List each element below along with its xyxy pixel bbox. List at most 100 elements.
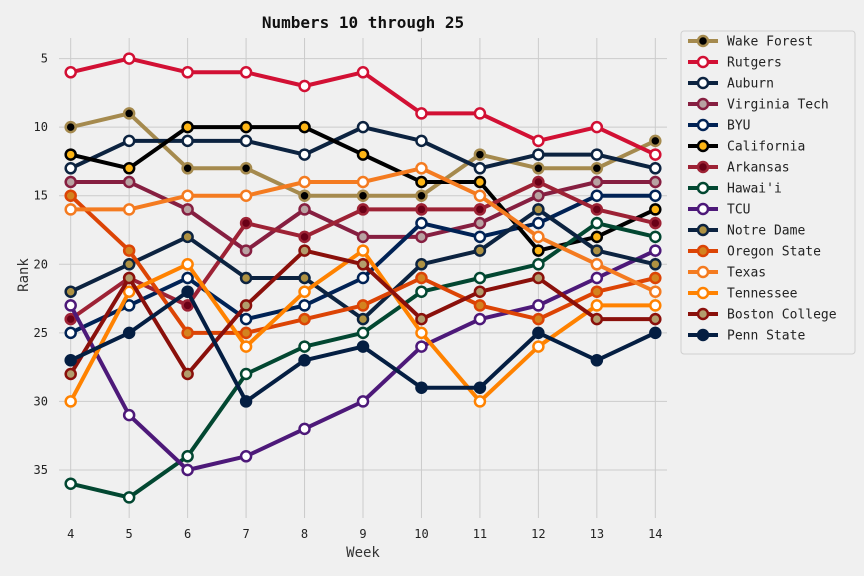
legend-frame: [680, 30, 856, 355]
legend-label: Arkansas: [727, 161, 790, 176]
x-tick-label: 11: [473, 527, 487, 541]
data-point: [64, 299, 77, 312]
y-tick-label: 15: [34, 189, 48, 203]
data-point: [473, 395, 487, 408]
data-point: [122, 285, 136, 298]
data-point: [64, 203, 77, 216]
tick-labels: 4 5 6 7 8 9 10 11 12 13 14 5 10 15 20 25 30 35: [34, 52, 663, 541]
data-point: [356, 326, 370, 340]
data-point: [415, 271, 428, 285]
series-notre-dame: [64, 203, 662, 326]
data-point: [590, 230, 604, 244]
data-point: [122, 244, 136, 257]
data-point: [181, 463, 194, 477]
data-point: [181, 285, 194, 298]
data-point: [356, 340, 370, 353]
data-point: [415, 326, 428, 340]
data-point: [356, 271, 370, 285]
data-point: [122, 175, 136, 189]
data-point: [649, 258, 662, 271]
y-tick-label: 25: [34, 326, 48, 340]
data-point: [64, 120, 77, 134]
data-point: [122, 107, 136, 120]
data-point: [415, 340, 428, 353]
legend-label: Texas: [727, 266, 766, 281]
data-point: [356, 120, 370, 134]
data-point: [64, 395, 77, 408]
x-tick-label: 13: [590, 527, 604, 541]
data-point: [356, 203, 370, 216]
y-axis-label: Rank: [16, 258, 32, 292]
data-point: [532, 216, 545, 230]
data-point: [181, 189, 194, 202]
series-lines: [64, 52, 662, 504]
data-point: [356, 299, 370, 312]
data-point: [590, 354, 604, 367]
data-point: [590, 285, 604, 298]
data-point: [64, 66, 77, 79]
y-tick-label: 5: [41, 52, 48, 66]
data-point: [473, 107, 487, 120]
data-point: [181, 134, 194, 148]
legend-label: Boston College: [727, 308, 837, 323]
data-point: [415, 175, 428, 189]
data-point: [239, 162, 253, 175]
legend-item: Tennessee: [688, 287, 798, 302]
data-point: [64, 175, 77, 189]
data-point: [473, 203, 487, 216]
legend-item: Texas: [688, 266, 766, 281]
legend: Wake Forest Rutgers Auburn Virginia Tech BYU…: [680, 30, 856, 355]
data-point: [181, 299, 194, 312]
data-point: [122, 271, 136, 285]
legend-label: Auburn: [727, 77, 774, 92]
data-point: [590, 258, 604, 271]
data-point: [298, 244, 311, 257]
data-point: [181, 120, 194, 134]
data-point: [356, 189, 370, 202]
x-tick-label: 5: [126, 527, 133, 541]
data-point: [298, 271, 311, 285]
data-point: [298, 230, 311, 244]
legend-label: Wake Forest: [727, 35, 813, 50]
data-point: [64, 367, 77, 381]
data-point: [415, 203, 428, 216]
legend-item: Penn State: [688, 329, 805, 344]
data-point: [64, 326, 77, 340]
legend-swatch-marker: [696, 223, 710, 237]
data-point: [239, 134, 253, 148]
data-point: [415, 285, 428, 298]
data-point: [181, 450, 194, 463]
data-point: [415, 312, 428, 326]
y-tick-label: 20: [34, 257, 48, 271]
data-point: [590, 148, 604, 161]
data-point: [298, 189, 311, 202]
data-point: [356, 312, 370, 326]
legend-swatch-marker: [696, 118, 710, 132]
x-tick-label: 7: [242, 527, 249, 541]
data-point: [649, 285, 662, 298]
data-point: [532, 189, 545, 202]
x-tick-label: 8: [301, 527, 308, 541]
legend-swatch-marker: [696, 286, 710, 300]
series-penn-state: [64, 285, 662, 408]
data-point: [239, 244, 253, 257]
legend-label: Notre Dame: [727, 224, 805, 239]
data-point: [532, 175, 545, 189]
data-point: [532, 203, 545, 216]
data-point: [649, 216, 662, 230]
series-tcu: [64, 244, 662, 477]
legend-swatch-marker: [696, 139, 710, 153]
legend-item: Arkansas: [688, 161, 790, 176]
series-rutgers: [64, 52, 662, 161]
series-texas: [64, 162, 662, 298]
series-tennessee: [64, 244, 662, 408]
data-point: [122, 258, 136, 271]
data-point: [649, 203, 662, 216]
legend-item: Virginia Tech: [688, 98, 829, 113]
legend-item: Rutgers: [688, 56, 782, 71]
x-axis-label: Week: [346, 545, 380, 561]
data-point: [181, 230, 194, 244]
data-point: [356, 258, 370, 271]
data-point: [356, 175, 370, 189]
data-point: [415, 258, 428, 271]
